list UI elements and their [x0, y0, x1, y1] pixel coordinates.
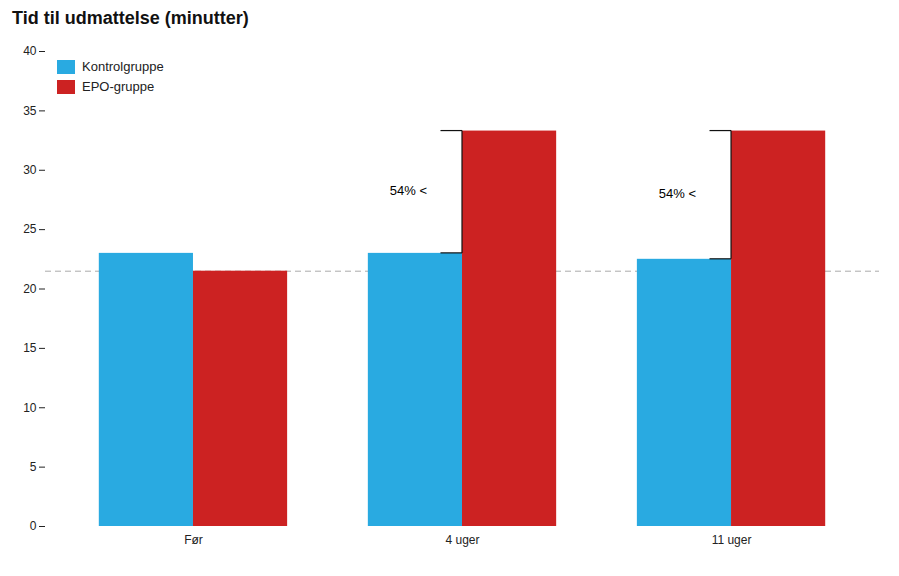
svg-text:54% <: 54% < — [390, 183, 427, 198]
html-text:Tid til udmattelse (minutter): Tid til udmattelse (minutter) — [12, 8, 249, 28]
svg-text:5: 5 — [30, 460, 37, 474]
svg-text:30: 30 — [23, 163, 37, 177]
svg-text:40: 40 — [23, 44, 37, 58]
svg-text:4 uger: 4 uger — [445, 533, 479, 547]
svg-text:25: 25 — [23, 222, 37, 236]
html-text:EPO-gruppe: EPO-gruppe — [82, 79, 155, 94]
svg-text:54% <: 54% < — [659, 186, 696, 201]
svg-text:11 uger: 11 uger — [712, 533, 752, 547]
svg-text:Før: Før — [184, 533, 203, 547]
svg-text:15: 15 — [23, 341, 37, 355]
html-text:Kontrolgruppe: Kontrolgruppe — [82, 59, 164, 74]
svg-text:35: 35 — [23, 104, 37, 118]
svg-text:0: 0 — [30, 519, 37, 533]
svg-text:10: 10 — [23, 401, 37, 415]
svg-text:20: 20 — [23, 282, 37, 296]
